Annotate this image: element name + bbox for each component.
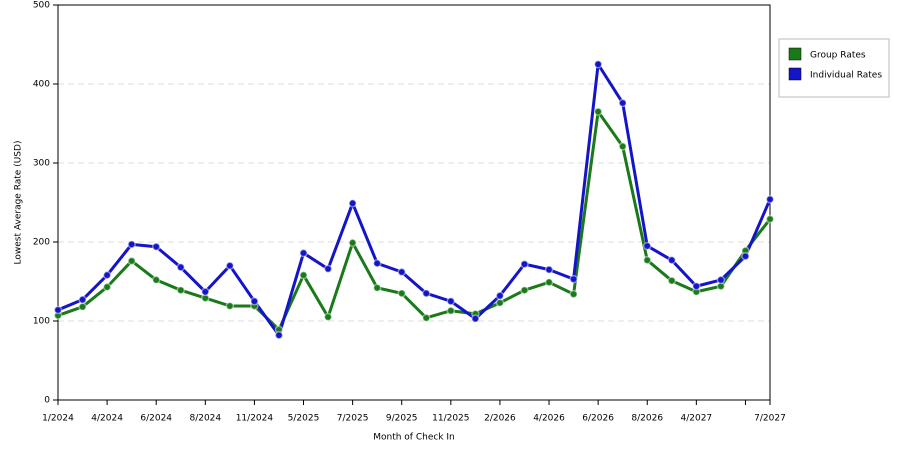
data-point: [348, 199, 357, 208]
x-tick-label: 11/2024: [236, 414, 274, 424]
plot-frame: [57, 4, 771, 401]
data-point: [176, 285, 186, 295]
data-point: [274, 330, 284, 340]
data-point: [618, 98, 627, 108]
y-tick-label: 500: [33, 1, 50, 11]
y-tick-label: 200: [33, 238, 50, 248]
data-point: [692, 281, 701, 291]
data-point: [422, 289, 431, 298]
x-tick-label: 4/2024: [91, 414, 123, 424]
data-point: [593, 107, 603, 116]
data-point: [151, 242, 161, 251]
y-axis-label: Lowest Average Rate (USD): [14, 141, 24, 265]
data-point: [446, 306, 456, 315]
series-line: [57, 110, 772, 332]
data-point: [765, 195, 775, 204]
data-point: [520, 259, 529, 269]
data-point: [299, 270, 308, 280]
x-tick-label: 4/2026: [533, 414, 565, 424]
data-point: [716, 275, 726, 285]
legend-label: Group Rates: [810, 51, 866, 61]
x-tick-label: 8/2024: [189, 414, 221, 424]
x-tick-label: 5/2025: [288, 414, 320, 424]
x-tick-label: 1/2024: [42, 414, 74, 424]
x-tick-label: 8/2026: [631, 414, 663, 424]
data-point: [544, 265, 554, 274]
data-point: [495, 291, 505, 300]
y-tick-label: 100: [33, 317, 50, 327]
x-tick-label: 6/2024: [140, 414, 172, 424]
x-tick-label: 4/2027: [681, 414, 713, 424]
data-point: [299, 248, 308, 258]
legend-swatch: [788, 47, 802, 61]
data-point: [667, 276, 677, 285]
data-point: [569, 274, 578, 284]
data-point: [201, 287, 210, 297]
data-point: [397, 267, 406, 277]
series-line: [57, 62, 772, 337]
data-point: [642, 255, 652, 265]
legend-label: Individual Rates: [810, 71, 882, 81]
data-point: [176, 263, 186, 272]
data-point: [53, 305, 63, 315]
data-point: [446, 297, 456, 306]
data-point: [372, 283, 382, 293]
data-point: [372, 259, 382, 268]
data-point: [593, 60, 603, 69]
y-tick-label: 300: [33, 159, 50, 169]
x-tick-label: 2/2026: [484, 414, 516, 424]
data-point: [348, 238, 357, 248]
data-point: [102, 282, 112, 292]
data-point: [618, 142, 627, 151]
data-point: [642, 241, 652, 251]
data-point: [250, 297, 259, 306]
y-tick-label: 0: [44, 396, 50, 406]
data-point: [323, 312, 333, 322]
data-point: [102, 270, 112, 280]
x-tick-label: 7/2027: [754, 414, 786, 424]
x-tick-label: 6/2026: [582, 414, 614, 424]
data-point: [78, 302, 87, 312]
data-point: [397, 289, 406, 298]
data-point: [495, 298, 505, 308]
data-point: [667, 255, 677, 265]
legend-swatch: [788, 67, 802, 81]
data-point: [765, 214, 775, 224]
data-point: [422, 313, 431, 323]
x-tick-label: 7/2025: [337, 414, 369, 424]
data-point: [225, 261, 235, 270]
x-axis-label: Month of Check In: [373, 433, 455, 443]
data-point: [544, 278, 554, 287]
x-tick-label: 9/2025: [386, 414, 418, 424]
data-point: [323, 264, 333, 274]
y-tick-label: 400: [33, 80, 50, 90]
x-tick-label: 11/2025: [432, 414, 469, 424]
data-point: [741, 251, 750, 261]
data-point: [569, 289, 578, 299]
data-point: [471, 314, 480, 323]
data-point: [151, 275, 161, 285]
data-point: [78, 295, 87, 304]
data-point: [127, 240, 136, 249]
data-point: [225, 301, 235, 311]
data-point: [127, 256, 136, 266]
data-point: [520, 285, 529, 295]
